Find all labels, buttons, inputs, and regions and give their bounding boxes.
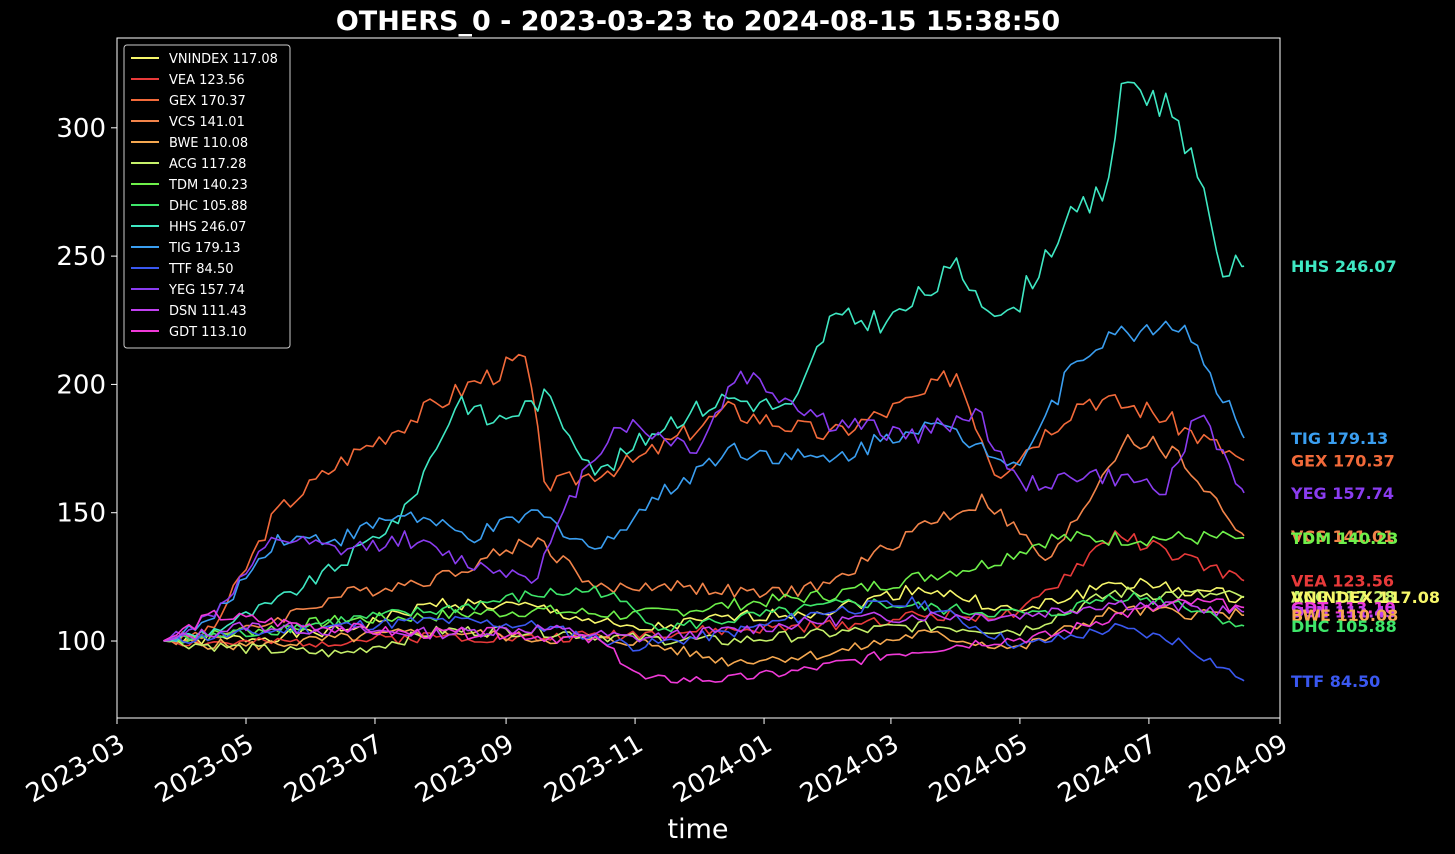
x-tick-label: 2024-09 <box>1184 729 1293 809</box>
legend-entry: VEA 123.56 <box>169 73 245 88</box>
legend-box <box>123 44 291 349</box>
series-line <box>163 353 1245 643</box>
x-axis-label: time <box>667 814 728 845</box>
x-tick-label: 2023-11 <box>539 729 648 809</box>
x-tick-label: 2023-09 <box>410 729 519 809</box>
end-label: DHC 105.88 <box>1291 617 1397 636</box>
y-tick-label: 100 <box>56 627 106 657</box>
legend-entry: DSN 111.43 <box>169 304 247 319</box>
x-tick-label: 2023-03 <box>21 729 130 809</box>
legend-entry: GEX 170.37 <box>169 94 246 109</box>
legend-entry: YEG 157.74 <box>168 283 245 298</box>
y-tick-label: 150 <box>56 499 106 529</box>
legend-entry: DHC 105.88 <box>169 199 247 214</box>
axes-frame <box>116 37 1281 719</box>
series-line <box>163 530 1245 648</box>
legend-entry: VNINDEX 117.08 <box>169 52 278 67</box>
end-label: VCS 141.01 <box>1291 527 1394 546</box>
series-line <box>163 596 1245 682</box>
x-tick-label: 2023-07 <box>279 729 388 809</box>
series-line <box>163 585 1245 642</box>
legend-entry: BWE 110.08 <box>169 136 248 151</box>
series-line <box>163 320 1245 642</box>
series-line <box>163 370 1245 642</box>
y-tick-label: 250 <box>56 242 106 272</box>
legend-entry: TTF 84.50 <box>168 262 233 277</box>
end-label: TDM 140.23 <box>1291 529 1398 548</box>
end-label: VNINDEX 117.08 <box>1291 588 1440 607</box>
x-axis: 2023-03 2023-05 2023-07 2023-09 2023-11 2024-… <box>21 718 1293 809</box>
x-tick-label: 2024-07 <box>1053 729 1162 809</box>
end-label: BWE 110.08 <box>1291 606 1398 625</box>
y-axis: 100 150 200 250 300 <box>56 114 117 657</box>
legend-entry: VCS 141.01 <box>169 115 245 130</box>
end-labels: HHS 246.07 TIG 179.13 GEX 170.37 YEG 157.74… <box>1290 257 1440 691</box>
end-label: DSN 111.43 <box>1291 603 1397 622</box>
x-tick-label: 2023-05 <box>150 729 259 809</box>
x-tick-label: 2024-01 <box>668 729 777 809</box>
y-tick-label: 300 <box>56 114 106 144</box>
legend-entry: GDT 113.10 <box>169 325 247 340</box>
chart-title: OTHERS_0 - 2023-03-23 to 2024-08-15 15:3… <box>336 6 1060 37</box>
end-label: ACG 117.28 <box>1291 588 1396 607</box>
legend: VNINDEX 117.08 VEA 123.56 GEX 170.37 VCS 14… <box>123 44 291 349</box>
legend-entry: TDM 140.23 <box>168 178 248 193</box>
series-line <box>163 597 1245 684</box>
end-label: TTF 84.50 <box>1291 672 1380 691</box>
legend-entry: ACG 117.28 <box>169 157 246 172</box>
y-tick-label: 200 <box>56 370 106 400</box>
series-line <box>163 81 1245 643</box>
x-tick-label: 2024-03 <box>795 729 904 809</box>
series-line <box>163 433 1245 646</box>
series-lines <box>163 81 1245 684</box>
end-label: VEA 123.56 <box>1291 572 1394 591</box>
series-line <box>163 605 1245 667</box>
end-label: HHS 246.07 <box>1291 257 1397 276</box>
end-label: TIG 179.13 <box>1291 429 1388 448</box>
end-label: YEG 157.74 <box>1290 484 1394 503</box>
legend-entry: TIG 179.13 <box>168 241 240 256</box>
x-tick-label: 2024-05 <box>924 729 1033 809</box>
legend-entry: HHS 246.07 <box>169 220 246 235</box>
end-label: GEX 170.37 <box>1291 451 1395 470</box>
end-label: GDT 113.10 <box>1291 598 1396 617</box>
